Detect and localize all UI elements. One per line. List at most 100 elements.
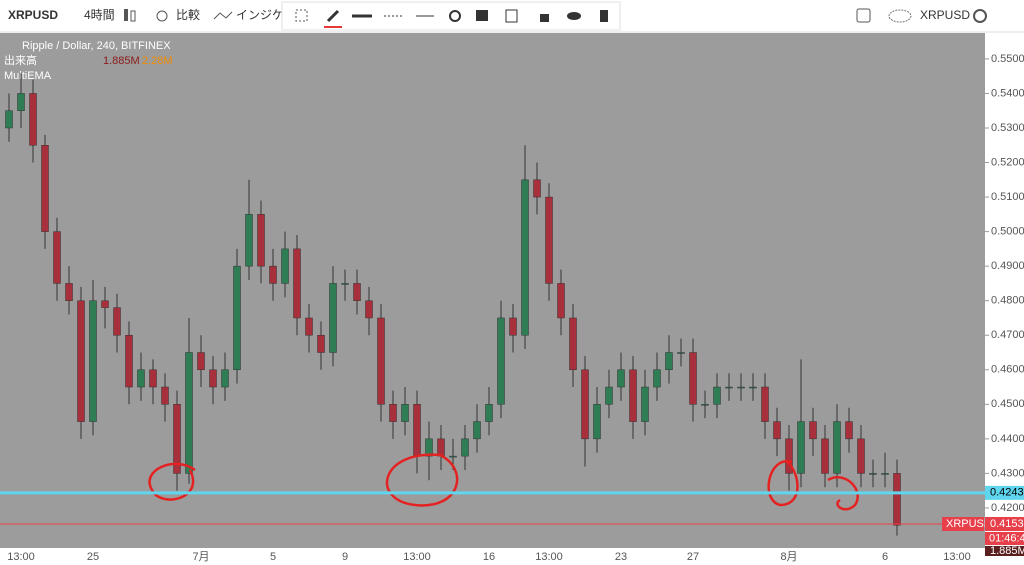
candle-body [845,421,853,440]
candle-body [569,317,577,371]
pen-color [324,26,342,28]
delete-tool[interactable] [600,10,608,22]
select-tool[interactable] [295,9,308,22]
lock-tool[interactable] [540,14,549,22]
candle-body [641,386,649,422]
candle-body [737,386,745,389]
candle-body [857,438,865,474]
indicator-icon[interactable] [213,11,233,20]
candle-body [137,369,145,388]
candle-body [689,352,697,405]
clone-tool[interactable] [505,9,518,23]
candle-body [353,283,361,301]
candle-body [665,352,673,371]
candle-body [149,369,157,388]
candle-body [497,317,505,405]
compare[interactable]: 比較 [176,7,200,22]
price-axis [985,33,1024,565]
x-tick-label: 9 [342,551,348,563]
x-tick-label: 7月 [192,551,209,563]
compare-icon[interactable] [156,10,168,22]
candle-body [221,369,229,388]
x-tick-label: 13:00 [535,551,563,563]
ema-label: MultiEMA [4,70,52,82]
candle-body [581,369,589,440]
volume-axis-label: 1.885M [990,545,1024,557]
countdown: 01:46:48 [989,532,1024,544]
candle-body [125,334,133,388]
candle-body [485,404,493,422]
interval[interactable]: 4時間 [84,8,115,22]
candle-body [41,145,49,232]
candle-body [749,386,757,389]
candle-body [821,438,829,474]
x-tick-label: 8月 [780,551,797,563]
candle-body [29,93,37,146]
x-tick-label: 16 [483,551,495,563]
indicators[interactable]: インジケ [236,8,284,22]
candle-body [389,404,397,422]
candle-body [617,369,625,388]
volume-value: 1.885M [103,55,140,67]
candle-body [761,386,769,422]
y-tick-label: 0.55000 [991,53,1024,65]
last-price-box [985,516,1024,531]
symbol[interactable]: XRPUSD [8,8,58,22]
plot [5,72,901,536]
candle-body [89,300,97,422]
volume-ma-value: 2.28M [142,55,173,67]
candle-body [161,386,169,405]
layer-tool[interactable] [476,10,488,21]
symbol-right[interactable]: XRPUSD [920,8,970,22]
candle-body [473,421,481,440]
candle-body [185,352,193,474]
candle-body [17,93,25,111]
cloud-icon[interactable] [888,9,912,23]
pen-tool[interactable] [326,9,340,23]
candle-body [341,283,349,285]
price-label: 0.42437 [990,487,1024,499]
plot-area [0,33,985,548]
candle-body [5,110,13,129]
settings-icon[interactable] [973,9,987,23]
candle-body [725,386,733,389]
fullscreen-icon[interactable] [856,8,871,23]
candle-body [197,352,205,371]
candle-icon[interactable] [124,9,136,22]
candle-body [521,179,529,336]
candle-body [293,248,301,319]
candle-body [809,421,817,440]
candle-body [773,421,781,440]
volume-label: 出来高 [4,53,37,67]
x-tick-label: 6 [882,551,888,563]
x-tick-label: 13:00 [943,551,971,563]
candle-body [605,386,613,405]
settings-tool[interactable] [449,10,461,22]
candle-body [365,300,373,319]
chart-title: Ripple / Dollar, 240, BITFINEX [22,40,171,52]
x-tick-label: 13:00 [7,551,35,563]
candle-body [281,248,289,284]
candle-body [401,404,409,422]
candle-body [797,421,805,474]
candle-body [173,404,181,474]
candle-body [257,214,265,267]
candle-body [545,196,553,284]
candle-body [233,265,241,371]
volume-box [985,545,1024,556]
candle-body [509,317,517,336]
visibility-tool[interactable] [567,12,581,20]
x-tick-label: 25 [87,551,99,563]
